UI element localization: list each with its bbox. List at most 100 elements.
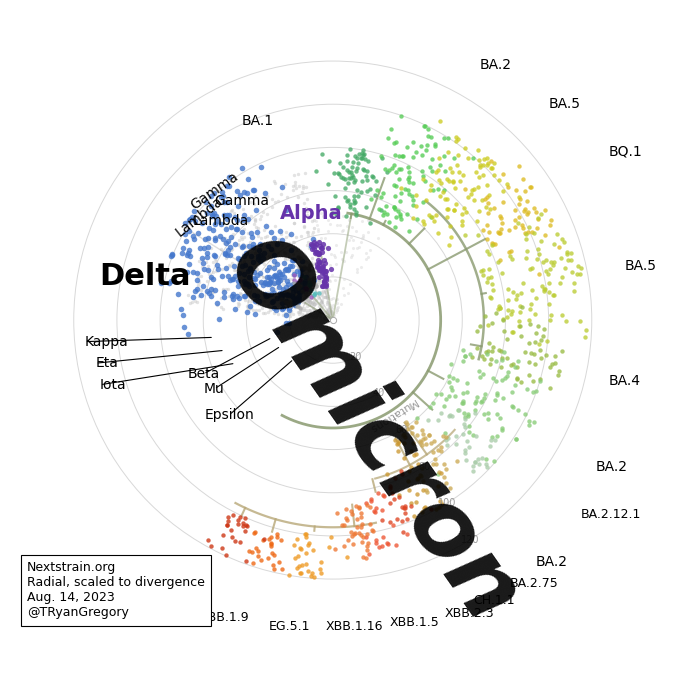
Point [251, 205, 262, 216]
Point [293, 294, 304, 305]
Point [269, 178, 280, 189]
Point [301, 209, 312, 220]
Point [210, 211, 221, 222]
Point [316, 262, 327, 273]
Point [323, 301, 334, 312]
Point [356, 233, 367, 243]
Point [541, 336, 552, 347]
Point [256, 288, 267, 299]
Point [491, 308, 502, 319]
Point [210, 233, 220, 243]
Point [278, 309, 289, 320]
Point [320, 287, 331, 298]
Point [546, 309, 556, 320]
Point [248, 290, 259, 301]
Point [274, 233, 285, 244]
Point [280, 289, 291, 300]
Point [476, 194, 487, 205]
Point [258, 307, 269, 318]
Point [285, 311, 295, 322]
Point [545, 383, 556, 394]
Point [232, 223, 243, 234]
Point [208, 267, 218, 277]
Text: BA.2: BA.2 [479, 58, 512, 72]
Point [284, 261, 295, 272]
Point [265, 243, 276, 254]
Point [242, 216, 253, 227]
Point [210, 233, 220, 243]
Point [265, 303, 276, 313]
Point [352, 162, 362, 173]
Point [560, 262, 571, 273]
Point [281, 254, 292, 265]
Point [312, 250, 323, 261]
Point [490, 238, 501, 249]
Point [361, 171, 372, 182]
Point [223, 171, 234, 182]
Point [428, 397, 439, 408]
Point [505, 250, 516, 261]
Point [357, 148, 368, 158]
Point [269, 175, 280, 186]
Point [430, 141, 441, 152]
Point [270, 221, 281, 232]
Point [276, 288, 287, 299]
Point [254, 276, 265, 287]
Point [450, 199, 461, 209]
Point [412, 458, 423, 469]
Point [300, 283, 311, 294]
Point [481, 160, 492, 171]
Point [352, 184, 362, 195]
Point [276, 294, 287, 305]
Point [376, 205, 387, 216]
Point [522, 208, 533, 219]
Point [239, 209, 249, 220]
Point [342, 196, 353, 207]
Point [294, 273, 305, 284]
Point [257, 279, 268, 290]
Point [404, 485, 415, 496]
Point [266, 281, 276, 292]
Point [197, 258, 208, 269]
Point [230, 264, 241, 275]
Point [528, 348, 539, 359]
Point [419, 433, 430, 444]
Point [322, 178, 333, 189]
Point [272, 528, 283, 539]
Point [444, 377, 455, 388]
Point [324, 275, 335, 286]
Point [333, 302, 343, 313]
Point [364, 216, 375, 226]
Point [309, 243, 320, 254]
Point [324, 259, 335, 270]
Point [448, 176, 459, 187]
Point [552, 229, 562, 240]
Point [391, 540, 402, 551]
Point [302, 566, 313, 577]
Point [320, 258, 331, 269]
Point [178, 310, 189, 321]
Point [293, 307, 304, 318]
Point [318, 271, 329, 282]
Point [312, 292, 323, 303]
Point [288, 218, 299, 228]
Point [277, 235, 288, 246]
Point [433, 481, 444, 492]
Point [191, 274, 202, 285]
Point [575, 269, 585, 279]
Point [395, 182, 406, 193]
Point [509, 221, 520, 232]
Point [482, 414, 493, 425]
Point [317, 266, 328, 277]
Point [247, 231, 258, 242]
Point [194, 255, 205, 266]
Point [534, 376, 545, 387]
Point [295, 230, 306, 241]
Point [479, 354, 489, 364]
Point [266, 227, 276, 238]
Point [260, 220, 271, 231]
Point [556, 234, 567, 245]
Point [239, 223, 249, 234]
Point [488, 170, 499, 181]
Point [302, 263, 313, 274]
